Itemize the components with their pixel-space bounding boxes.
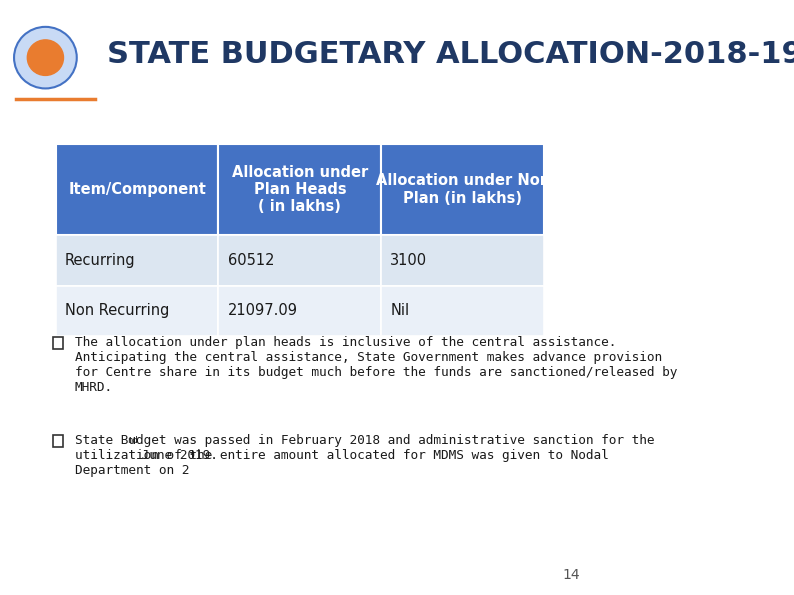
- Bar: [52, 337, 64, 349]
- Text: The allocation under plan heads is inclusive of the central assistance.
Anticipa: The allocation under plan heads is inclu…: [75, 336, 677, 394]
- Text: Non Recurring: Non Recurring: [64, 303, 169, 318]
- Bar: [52, 435, 64, 447]
- Bar: [218, 143, 381, 235]
- Text: 14: 14: [563, 568, 580, 582]
- Text: 60512: 60512: [228, 253, 274, 268]
- Text: Nil: Nil: [391, 303, 410, 318]
- Bar: [381, 286, 544, 336]
- Text: nd: nd: [127, 436, 138, 444]
- Bar: [218, 235, 381, 286]
- Text: June 2019.: June 2019.: [134, 449, 218, 462]
- Circle shape: [14, 27, 77, 89]
- Bar: [56, 286, 218, 336]
- Text: Item/Component: Item/Component: [68, 182, 206, 197]
- Bar: [381, 143, 544, 235]
- Bar: [56, 143, 218, 235]
- Text: Allocation under Non
Plan (in lakhs): Allocation under Non Plan (in lakhs): [376, 173, 549, 206]
- Bar: [218, 286, 381, 336]
- Text: State Budget was passed in February 2018 and administrative sanction for the
uti: State Budget was passed in February 2018…: [75, 434, 654, 477]
- Bar: [381, 235, 544, 286]
- Circle shape: [27, 40, 64, 76]
- Text: Allocation under
Plan Heads
( in lakhs): Allocation under Plan Heads ( in lakhs): [232, 165, 368, 214]
- Text: 3100: 3100: [391, 253, 427, 268]
- Text: Recurring: Recurring: [64, 253, 135, 268]
- Text: 21097.09: 21097.09: [228, 303, 298, 318]
- Text: STATE BUDGETARY ALLOCATION-2018-19: STATE BUDGETARY ALLOCATION-2018-19: [107, 40, 794, 69]
- Bar: [56, 235, 218, 286]
